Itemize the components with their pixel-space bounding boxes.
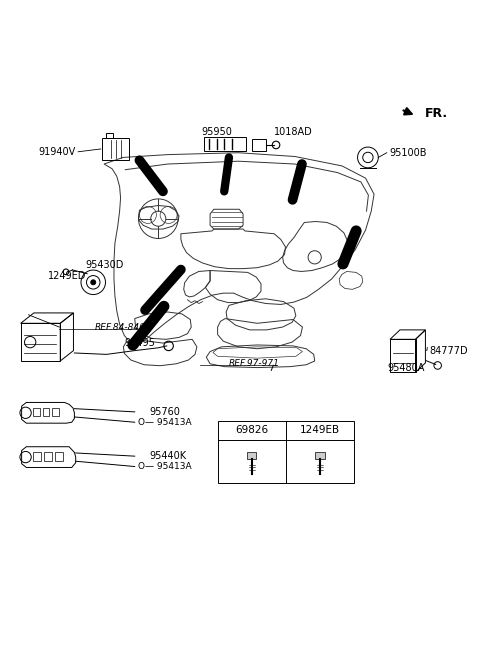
Text: 91940V: 91940V (38, 147, 76, 157)
Bar (315, 452, 325, 459)
Text: 95495: 95495 (124, 338, 155, 348)
Bar (106, 133, 113, 138)
Circle shape (91, 280, 96, 285)
Text: FR.: FR. (425, 107, 448, 119)
Text: O— 95413A: O— 95413A (138, 462, 191, 471)
Bar (43, 407, 49, 416)
Bar (217, 421, 354, 483)
Bar (21, 323, 60, 361)
Text: 1249EB: 1249EB (300, 424, 340, 434)
Text: 95440K: 95440K (150, 451, 187, 461)
Text: 95430D: 95430D (85, 260, 124, 270)
Text: O— 95413A: O— 95413A (138, 418, 191, 427)
Bar (44, 452, 52, 461)
Text: 69826: 69826 (235, 424, 268, 434)
Text: REF.97-971: REF.97-971 (229, 359, 280, 368)
Text: 95950: 95950 (202, 127, 233, 136)
Text: REF.84-846: REF.84-846 (95, 323, 145, 331)
Text: 1018AD: 1018AD (274, 127, 312, 136)
Bar (252, 139, 266, 151)
Bar (34, 452, 41, 461)
Bar (247, 452, 256, 459)
Text: 84777D: 84777D (429, 346, 468, 356)
Bar (34, 407, 40, 416)
Bar (204, 136, 246, 151)
Text: 95760: 95760 (150, 407, 180, 417)
Text: 95480A: 95480A (388, 363, 425, 373)
Bar (390, 339, 416, 373)
Text: 1249ED: 1249ED (48, 271, 86, 281)
Bar (55, 452, 62, 461)
Bar (52, 407, 59, 416)
Text: 95100B: 95100B (389, 148, 427, 157)
Bar (102, 138, 129, 160)
